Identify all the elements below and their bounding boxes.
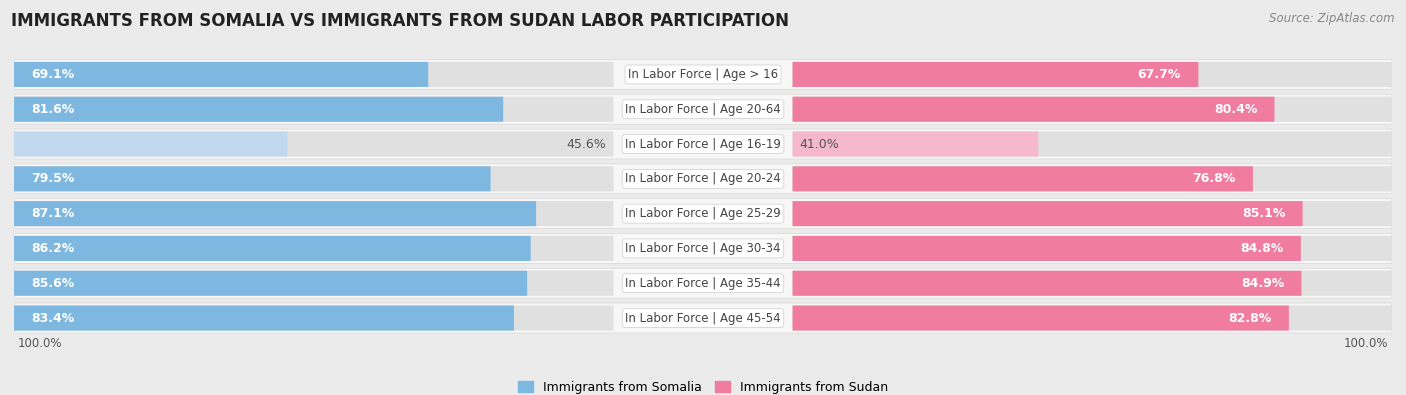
FancyBboxPatch shape [14,305,515,331]
FancyBboxPatch shape [793,62,1392,87]
FancyBboxPatch shape [14,236,613,261]
Text: 80.4%: 80.4% [1213,103,1257,116]
FancyBboxPatch shape [14,271,527,296]
FancyBboxPatch shape [793,62,1198,87]
FancyBboxPatch shape [14,62,429,87]
FancyBboxPatch shape [793,97,1392,122]
FancyBboxPatch shape [14,199,1392,229]
Text: 82.8%: 82.8% [1229,312,1271,325]
FancyBboxPatch shape [793,132,1392,156]
FancyBboxPatch shape [14,303,1392,333]
FancyBboxPatch shape [14,236,530,261]
FancyBboxPatch shape [14,268,1392,298]
FancyBboxPatch shape [14,166,491,191]
Text: 100.0%: 100.0% [1344,337,1389,350]
Text: 81.6%: 81.6% [31,103,75,116]
FancyBboxPatch shape [14,305,613,331]
Text: In Labor Force | Age 20-24: In Labor Force | Age 20-24 [626,172,780,185]
FancyBboxPatch shape [793,97,1274,122]
Text: 85.1%: 85.1% [1241,207,1285,220]
FancyBboxPatch shape [14,132,613,156]
FancyBboxPatch shape [14,97,503,122]
FancyBboxPatch shape [793,305,1392,331]
Text: 86.2%: 86.2% [31,242,75,255]
Text: 87.1%: 87.1% [31,207,75,220]
FancyBboxPatch shape [14,132,287,156]
Text: 83.4%: 83.4% [31,312,75,325]
FancyBboxPatch shape [793,236,1301,261]
Text: 79.5%: 79.5% [31,172,75,185]
FancyBboxPatch shape [793,271,1392,296]
FancyBboxPatch shape [793,236,1392,261]
FancyBboxPatch shape [14,201,613,226]
Text: In Labor Force | Age 16-19: In Labor Force | Age 16-19 [626,137,780,150]
FancyBboxPatch shape [14,233,1392,263]
FancyBboxPatch shape [793,166,1392,191]
Text: 41.0%: 41.0% [800,137,839,150]
Text: 84.9%: 84.9% [1241,277,1284,290]
Text: 67.7%: 67.7% [1137,68,1181,81]
Text: 100.0%: 100.0% [17,337,62,350]
Text: 45.6%: 45.6% [567,137,606,150]
Text: 69.1%: 69.1% [31,68,75,81]
FancyBboxPatch shape [793,271,1302,296]
Legend: Immigrants from Somalia, Immigrants from Sudan: Immigrants from Somalia, Immigrants from… [519,381,887,394]
FancyBboxPatch shape [793,305,1289,331]
FancyBboxPatch shape [14,62,613,87]
Text: IMMIGRANTS FROM SOMALIA VS IMMIGRANTS FROM SUDAN LABOR PARTICIPATION: IMMIGRANTS FROM SOMALIA VS IMMIGRANTS FR… [11,12,789,30]
FancyBboxPatch shape [793,201,1302,226]
FancyBboxPatch shape [14,271,613,296]
FancyBboxPatch shape [14,94,1392,124]
FancyBboxPatch shape [14,164,1392,194]
FancyBboxPatch shape [793,166,1253,191]
Text: In Labor Force | Age 30-34: In Labor Force | Age 30-34 [626,242,780,255]
Text: In Labor Force | Age 45-54: In Labor Force | Age 45-54 [626,312,780,325]
FancyBboxPatch shape [14,166,613,191]
FancyBboxPatch shape [14,129,1392,159]
Text: In Labor Force | Age 35-44: In Labor Force | Age 35-44 [626,277,780,290]
FancyBboxPatch shape [14,60,1392,89]
FancyBboxPatch shape [14,97,613,122]
FancyBboxPatch shape [793,201,1392,226]
FancyBboxPatch shape [14,201,536,226]
Text: In Labor Force | Age 20-64: In Labor Force | Age 20-64 [626,103,780,116]
Text: 76.8%: 76.8% [1192,172,1236,185]
Text: 85.6%: 85.6% [31,277,75,290]
Text: In Labor Force | Age 25-29: In Labor Force | Age 25-29 [626,207,780,220]
Text: 84.8%: 84.8% [1240,242,1284,255]
Text: In Labor Force | Age > 16: In Labor Force | Age > 16 [628,68,778,81]
FancyBboxPatch shape [793,132,1038,156]
Text: Source: ZipAtlas.com: Source: ZipAtlas.com [1270,12,1395,25]
